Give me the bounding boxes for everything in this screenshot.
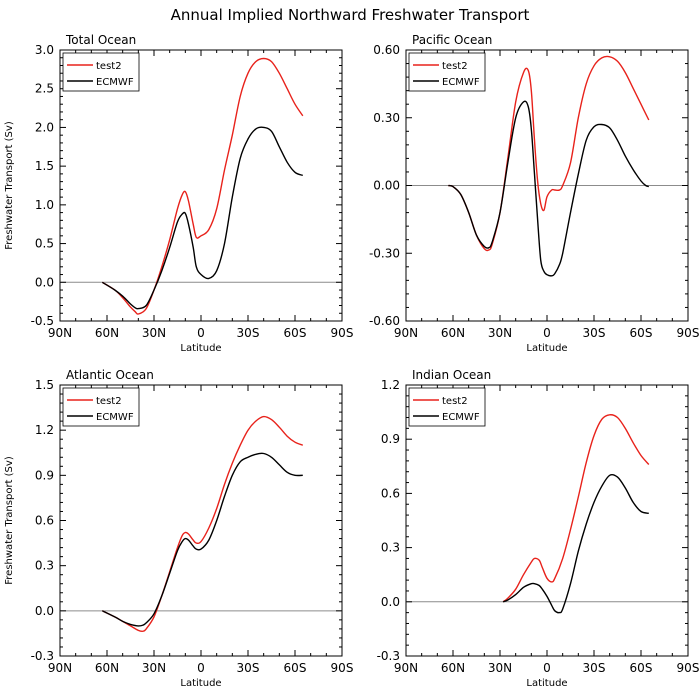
x-tick-label: 90S [677,326,700,340]
y-tick-label: 0.60 [373,43,400,57]
chart-panel: -0.60 -0.30 0.00 0.30 0.60 90N 60N 30N 0 30S 60S 90… [369,33,700,354]
x-tick-label: 30S [583,661,606,675]
x-tick-label: 0 [197,661,205,675]
x-tick-label: 60S [630,661,653,675]
y-tick-label: 1.2 [381,378,400,392]
x-tick-label: 30N [488,326,512,340]
x-tick-label: 30S [583,326,606,340]
y-tick-label: -0.30 [369,246,400,260]
legend-label-ecmwf: ECMWF [96,77,134,88]
y-tick-label: 1.5 [35,378,54,392]
legend-label-test2: test2 [96,61,122,72]
x-tick-label: 30N [488,661,512,675]
x-tick-label: 0 [197,326,205,340]
legend-label-ecmwf: ECMWF [442,77,480,88]
chart-panel: -0.5 0.0 0.5 1.0 1.5 2.0 2.5 3.0 90N 60N 30N 0 30S 60… [4,33,353,354]
y-tick-label: 0.9 [381,432,400,446]
y-tick-label: 0.0 [35,275,54,289]
y-tick-label: 0.6 [381,486,400,500]
y-tick-label: -0.60 [369,314,400,328]
series-line-ecmwf [101,452,303,627]
y-tick-label: 2.5 [35,82,54,96]
x-tick-label: 60N [441,326,465,340]
x-tick-label: 30N [142,326,166,340]
x-axis-label: Latitude [180,343,221,354]
y-tick-label: -0.5 [31,314,54,328]
x-axis-label: Latitude [180,678,221,689]
x-tick-label: 60S [284,661,307,675]
x-tick-label: 60S [630,326,653,340]
x-tick-label: 90N [48,661,72,675]
legend-label-ecmwf: ECMWF [96,412,134,423]
x-tick-label: 90S [331,661,354,675]
panel-title: Indian Ocean [412,368,491,382]
y-tick-label: -0.3 [31,649,54,663]
figure-title: Annual Implied Northward Freshwater Tran… [171,6,530,24]
x-tick-label: 60N [95,326,119,340]
y-tick-label: 1.2 [35,423,54,437]
y-tick-label: 0.30 [373,111,400,125]
series-line-test2 [101,57,304,315]
x-tick-label: 90N [394,326,418,340]
series-line-ecmwf [101,126,304,310]
chart-panel: -0.3 0.0 0.3 0.6 0.9 1.2 1.5 90N 60N 30N 0 30S 60S 90… [4,368,353,689]
y-tick-label: 0.5 [35,237,54,251]
x-tick-label: 90N [394,661,418,675]
x-tick-label: 90S [677,661,700,675]
legend: test2 ECMWF [62,52,140,92]
x-tick-label: 0 [543,326,551,340]
y-tick-label: 0.0 [381,595,400,609]
y-tick-label: 0.00 [373,179,400,193]
x-tick-label: 30S [237,661,260,675]
x-axis-label: Latitude [526,343,567,354]
x-tick-label: 0 [543,661,551,675]
y-tick-label: -0.3 [377,649,400,663]
x-tick-label: 90S [331,326,354,340]
x-tick-label: 30S [237,326,260,340]
panel-title: Pacific Ocean [412,33,492,47]
y-tick-label: 0.9 [35,468,54,482]
series-line-ecmwf [448,100,650,277]
y-tick-label: 0.0 [35,604,54,618]
legend-label-test2: test2 [442,61,468,72]
legend: test2 ECMWF [408,52,486,92]
x-axis-label: Latitude [526,678,567,689]
chart-panel: -0.3 0.0 0.3 0.6 0.9 1.2 90N 60N 30N 0 30S 60S 90S In… [377,368,700,689]
series-line-test2 [502,414,650,603]
y-axis-label: Freshwater Transport (Sv) [4,456,15,585]
y-tick-label: 0.3 [35,559,54,573]
x-tick-label: 30N [142,661,166,675]
legend: test2 ECMWF [408,387,486,427]
x-tick-label: 90N [48,326,72,340]
legend-box [408,387,486,427]
y-tick-label: 0.6 [35,514,54,528]
y-axis-label: Freshwater Transport (Sv) [4,121,15,250]
x-tick-label: 60N [441,661,465,675]
y-tick-label: 3.0 [35,43,54,57]
legend-box [62,52,140,92]
y-tick-label: 1.0 [35,198,54,212]
y-tick-label: 2.0 [35,120,54,134]
x-tick-label: 60S [284,326,307,340]
legend: test2 ECMWF [62,387,140,427]
y-tick-label: 0.3 [381,541,400,555]
legend-box [408,52,486,92]
legend-label-test2: test2 [442,396,468,407]
y-tick-label: 1.5 [35,159,54,173]
series-line-test2 [101,415,304,632]
x-tick-label: 60N [95,661,119,675]
panel-title: Total Ocean [65,33,136,47]
legend-label-test2: test2 [96,396,122,407]
series-line-test2 [448,55,650,252]
series-line-ecmwf [502,473,649,614]
legend-box [62,387,140,427]
panel-title: Atlantic Ocean [66,368,154,382]
legend-label-ecmwf: ECMWF [442,412,480,423]
